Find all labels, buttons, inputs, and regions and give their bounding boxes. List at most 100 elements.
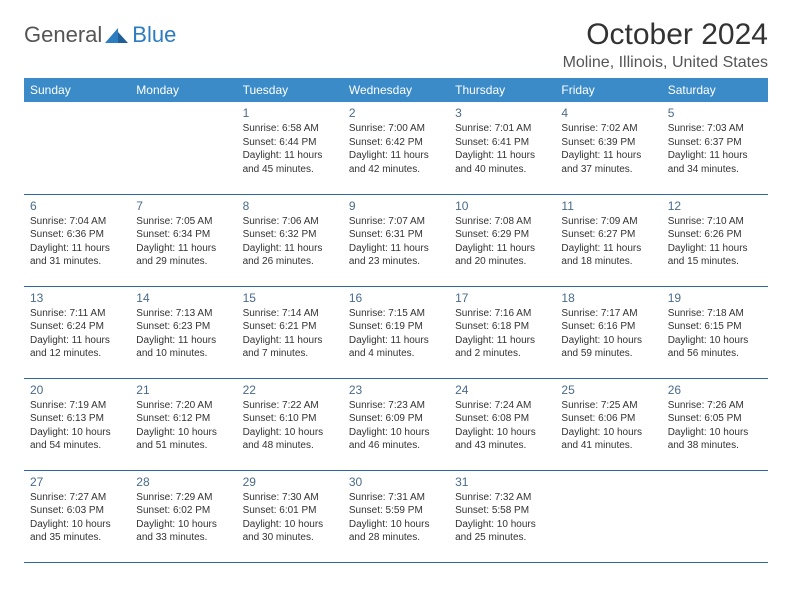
calendar-day-cell: 25Sunrise: 7:25 AMSunset: 6:06 PMDayligh…	[555, 378, 661, 470]
daylight-line: Daylight: 11 hours	[30, 334, 124, 348]
day-number: 2	[349, 106, 443, 120]
daylight-line: Daylight: 10 hours	[136, 426, 230, 440]
daylight-line: Daylight: 11 hours	[243, 149, 337, 163]
day-number: 7	[136, 199, 230, 213]
daylight-line: and 43 minutes.	[455, 439, 549, 453]
day-number: 14	[136, 291, 230, 305]
daylight-line: and 29 minutes.	[136, 255, 230, 269]
day-number: 11	[561, 199, 655, 213]
daylight-line: and 33 minutes.	[136, 531, 230, 545]
day-number: 17	[455, 291, 549, 305]
calendar-day-cell: 6Sunrise: 7:04 AMSunset: 6:36 PMDaylight…	[24, 194, 130, 286]
calendar-day-cell: 19Sunrise: 7:18 AMSunset: 6:15 PMDayligh…	[662, 286, 768, 378]
daylight-line: and 20 minutes.	[455, 255, 549, 269]
day-number: 20	[30, 383, 124, 397]
weekday-header: Thursday	[449, 78, 555, 102]
day-number: 30	[349, 475, 443, 489]
daylight-line: and 40 minutes.	[455, 163, 549, 177]
daylight-line: Daylight: 11 hours	[243, 242, 337, 256]
sunrise-line: Sunrise: 7:30 AM	[243, 491, 337, 505]
daylight-line: Daylight: 10 hours	[561, 426, 655, 440]
calendar-week-row: 1Sunrise: 6:58 AMSunset: 6:44 PMDaylight…	[24, 102, 768, 194]
daylight-line: Daylight: 11 hours	[455, 334, 549, 348]
calendar-day-cell: 29Sunrise: 7:30 AMSunset: 6:01 PMDayligh…	[237, 470, 343, 562]
calendar-day-cell: 18 Sunrise: 7:17 AMSunset: 6:16 PMDayligh…	[555, 286, 661, 378]
weekday-header: Sunday	[24, 78, 130, 102]
day-number: 27	[30, 475, 124, 489]
calendar-day-cell: 16Sunrise: 7:15 AMSunset: 6:19 PMDayligh…	[343, 286, 449, 378]
sunset-line: Sunset: 6:29 PM	[455, 228, 549, 242]
sunset-line: Sunset: 6:44 PM	[243, 136, 337, 150]
day-number: 29	[243, 475, 337, 489]
daylight-line: Daylight: 10 hours	[243, 426, 337, 440]
day-number: 3	[455, 106, 549, 120]
calendar-day-cell: 21Sunrise: 7:20 AMSunset: 6:12 PMDayligh…	[130, 378, 236, 470]
sunrise-line: Sunrise: 7:15 AM	[349, 307, 443, 321]
day-number: 6	[30, 199, 124, 213]
sunrise-line: Sunrise: 7:27 AM	[30, 491, 124, 505]
daylight-line: and 34 minutes.	[668, 163, 762, 177]
calendar-day-cell: 10Sunrise: 7:08 AMSunset: 6:29 PMDayligh…	[449, 194, 555, 286]
sunrise-line: Sunrise: 7:10 AM	[668, 215, 762, 229]
weekday-header-row: Sunday Monday Tuesday Wednesday Thursday…	[24, 78, 768, 102]
daylight-line: Daylight: 11 hours	[30, 242, 124, 256]
daylight-line: Daylight: 10 hours	[561, 334, 655, 348]
calendar-day-cell: 15Sunrise: 7:14 AMSunset: 6:21 PMDayligh…	[237, 286, 343, 378]
sunset-line: Sunset: 6:39 PM	[561, 136, 655, 150]
sunset-line: Sunset: 6:08 PM	[455, 412, 549, 426]
day-number: 1	[243, 106, 337, 120]
daylight-line: and 26 minutes.	[243, 255, 337, 269]
daylight-line: and 54 minutes.	[30, 439, 124, 453]
sunrise-line: Sunrise: 7:25 AM	[561, 399, 655, 413]
calendar-day-cell	[555, 470, 661, 562]
weekday-header: Wednesday	[343, 78, 449, 102]
day-number: 4	[561, 106, 655, 120]
sunset-line: Sunset: 6:12 PM	[136, 412, 230, 426]
sunrise-line: Sunrise: 7:18 AM	[668, 307, 762, 321]
daylight-line: Daylight: 11 hours	[136, 334, 230, 348]
calendar-day-cell: 30 Sunrise: 7:31 AMSunset: 5:59 PMDayligh…	[343, 470, 449, 562]
daylight-line: and 30 minutes.	[243, 531, 337, 545]
sunset-line: Sunset: 5:59 PM	[349, 504, 443, 518]
daylight-line: Daylight: 10 hours	[455, 518, 549, 532]
calendar-week-row: 6Sunrise: 7:04 AMSunset: 6:36 PMDaylight…	[24, 194, 768, 286]
day-number: 26	[668, 383, 762, 397]
calendar-week-row: 20Sunrise: 7:19 AMSunset: 6:13 PMDayligh…	[24, 378, 768, 470]
day-number: 18	[561, 291, 655, 305]
day-number: 23	[349, 383, 443, 397]
sunset-line: Sunset: 6:01 PM	[243, 504, 337, 518]
day-number: 22	[243, 383, 337, 397]
sunrise-line: Sunrise: 7:17 AM	[561, 307, 655, 321]
day-number: 15	[243, 291, 337, 305]
daylight-line: Daylight: 11 hours	[668, 149, 762, 163]
daylight-line: Daylight: 10 hours	[349, 518, 443, 532]
weekday-header: Saturday	[662, 78, 768, 102]
sunrise-line: Sunrise: 7:00 AM	[349, 122, 443, 136]
daylight-line: and 10 minutes.	[136, 347, 230, 361]
sunset-line: Sunset: 6:34 PM	[136, 228, 230, 242]
day-number: 21	[136, 383, 230, 397]
page-title: October 2024	[563, 18, 768, 52]
day-number: 9	[349, 199, 443, 213]
sunrise-line: Sunrise: 7:31 AM	[349, 491, 443, 505]
calendar-day-cell: 23Sunrise: 7:23 AMSunset: 6:09 PMDayligh…	[343, 378, 449, 470]
sunrise-line: Sunrise: 7:14 AM	[243, 307, 337, 321]
logo: General Blue	[24, 22, 176, 48]
calendar-day-cell: 12Sunrise: 7:10 AMSunset: 6:26 PMDayligh…	[662, 194, 768, 286]
daylight-line: and 2 minutes.	[455, 347, 549, 361]
day-number: 12	[668, 199, 762, 213]
daylight-line: Daylight: 10 hours	[349, 426, 443, 440]
daylight-line: Daylight: 10 hours	[136, 518, 230, 532]
sunset-line: Sunset: 6:09 PM	[349, 412, 443, 426]
sunset-line: Sunset: 6:36 PM	[30, 228, 124, 242]
daylight-line: Daylight: 11 hours	[349, 242, 443, 256]
daylight-line: and 56 minutes.	[668, 347, 762, 361]
logo-text-general: General	[24, 22, 102, 48]
sunset-line: Sunset: 6:16 PM	[561, 320, 655, 334]
sunset-line: Sunset: 6:18 PM	[455, 320, 549, 334]
calendar-day-cell	[24, 102, 130, 194]
day-number: 25	[561, 383, 655, 397]
calendar-day-cell: 9Sunrise: 7:07 AMSunset: 6:31 PMDaylight…	[343, 194, 449, 286]
daylight-line: and 18 minutes.	[561, 255, 655, 269]
daylight-line: Daylight: 10 hours	[455, 426, 549, 440]
